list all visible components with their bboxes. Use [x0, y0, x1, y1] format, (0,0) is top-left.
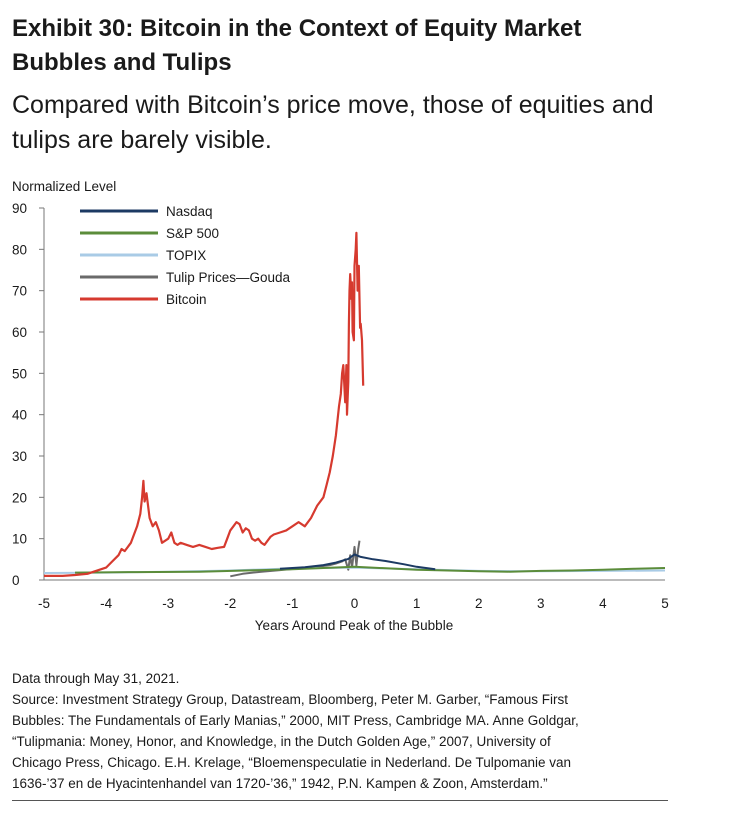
x-axis-label: Years Around Peak of the Bubble [255, 618, 453, 633]
y-tick-label: 30 [12, 449, 27, 464]
chart-subtitle: Compared with Bitcoin’s price move, thos… [12, 88, 712, 158]
y-tick-label: 10 [12, 532, 27, 547]
legend-label-bitcoin: Bitcoin [166, 292, 207, 307]
footer-divider [12, 800, 668, 801]
subtitle-line-2: tulips are barely visible. [12, 126, 272, 154]
y-tick-label: 80 [12, 242, 27, 257]
subtitle-line-1: Compared with Bitcoin’s price move, thos… [12, 91, 654, 119]
y-tick-label: 50 [12, 366, 27, 381]
x-axis: -5 -4 -3 -2 -1 0 1 2 3 4 5 [38, 579, 669, 611]
title-line-2: Bubbles and Tulips [12, 49, 232, 76]
y-tick-label: 90 [12, 201, 27, 216]
x-tick-label: -3 [162, 596, 174, 611]
x-tick-label: 2 [475, 596, 483, 611]
series-line-nasdaq [279, 553, 436, 571]
x-tick-label: -2 [224, 596, 236, 611]
x-tick-label: 4 [599, 596, 607, 611]
y-tick-label: 60 [12, 325, 27, 340]
y-axis-label: Normalized Level [12, 179, 116, 194]
chart-notes: Data through May 31, 2021. Source: Inves… [12, 668, 712, 794]
source-line-4: Chicago Press, Chicago. E.H. Krelage, “B… [12, 755, 572, 770]
x-tick-label: 0 [351, 596, 359, 611]
legend: Nasdaq S&P 500 TOPIX Tulip Prices—Gouda Bitc… [80, 204, 291, 307]
y-tick-label: 40 [12, 408, 27, 423]
y-axis: 0 10 20 30 40 50 60 70 80 90 [12, 201, 45, 588]
y-tick-label: 20 [12, 490, 27, 505]
x-tick-label: 1 [413, 596, 421, 611]
chart-title: Exhibit 30: Bitcoin in the Context of Eq… [12, 12, 712, 80]
source-line-2: Bubbles: The Fundamentals of Early Mania… [12, 713, 579, 728]
legend-label-tulip-prices-gouda: Tulip Prices—Gouda [166, 270, 291, 285]
y-tick-label: 0 [12, 573, 20, 588]
series-line-bitcoin [44, 231, 365, 577]
x-tick-label: -4 [100, 596, 112, 611]
source-line-1: Source: Investment Strategy Group, Datas… [12, 692, 568, 707]
title-line-1: Exhibit 30: Bitcoin in the Context of Eq… [12, 15, 582, 42]
legend-label-nasdaq: Nasdaq [166, 204, 213, 219]
series-layer [43, 231, 666, 578]
x-tick-label: -5 [38, 596, 50, 611]
legend-label-s-p-500: S&P 500 [166, 226, 219, 241]
y-tick-label: 70 [12, 284, 27, 299]
source-line-5: 1636-’37 en de Hyacintenhandel van 1720-… [12, 776, 548, 791]
x-tick-label: -1 [286, 596, 298, 611]
series-line-s-p-500 [74, 565, 666, 574]
source-line-3: “Tulipmania: Money, Honor, and Knowledge… [12, 734, 551, 749]
x-tick-label: 3 [537, 596, 545, 611]
legend-label-topix: TOPIX [166, 248, 206, 263]
x-tick-label: 5 [661, 596, 669, 611]
data-through-note: Data through May 31, 2021. [12, 671, 180, 686]
